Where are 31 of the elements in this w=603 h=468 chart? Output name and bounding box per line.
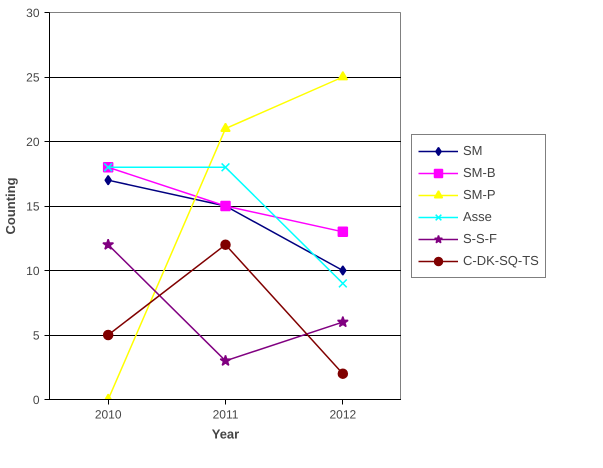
point — [338, 368, 348, 379]
point — [220, 122, 231, 132]
y-tick-label: 0 — [32, 393, 40, 407]
legend-label: C-DK-SQ-TS — [463, 253, 539, 268]
legend-label: SM-P — [463, 187, 496, 202]
point — [102, 330, 114, 340]
y-tick-label: 5 — [32, 328, 40, 342]
legend-label: S-S-F — [463, 231, 497, 246]
y-tick-label: 30 — [26, 6, 40, 20]
y-tick-label: 25 — [26, 70, 40, 84]
point — [338, 278, 348, 288]
x-tick-label: 2012 — [329, 408, 357, 422]
y-tick-label: 10 — [26, 264, 40, 278]
point — [104, 174, 112, 186]
point — [338, 226, 348, 238]
point — [220, 239, 231, 250]
legend-label: SM-B — [463, 165, 496, 180]
x-axis-title: Year — [212, 426, 240, 442]
point — [220, 354, 232, 366]
x-tick-label: 2010 — [94, 408, 122, 422]
y-tick-label: 20 — [26, 135, 40, 149]
point — [220, 162, 230, 172]
point — [336, 316, 349, 328]
y-tick-label: 15 — [26, 200, 40, 214]
legend-label: SM — [463, 143, 483, 158]
point — [102, 238, 114, 250]
point — [338, 71, 348, 80]
point — [339, 265, 347, 276]
legend-label: Asse — [463, 209, 492, 224]
x-tick-label: 2011 — [212, 408, 239, 422]
y-axis-title: Counting — [3, 177, 18, 235]
